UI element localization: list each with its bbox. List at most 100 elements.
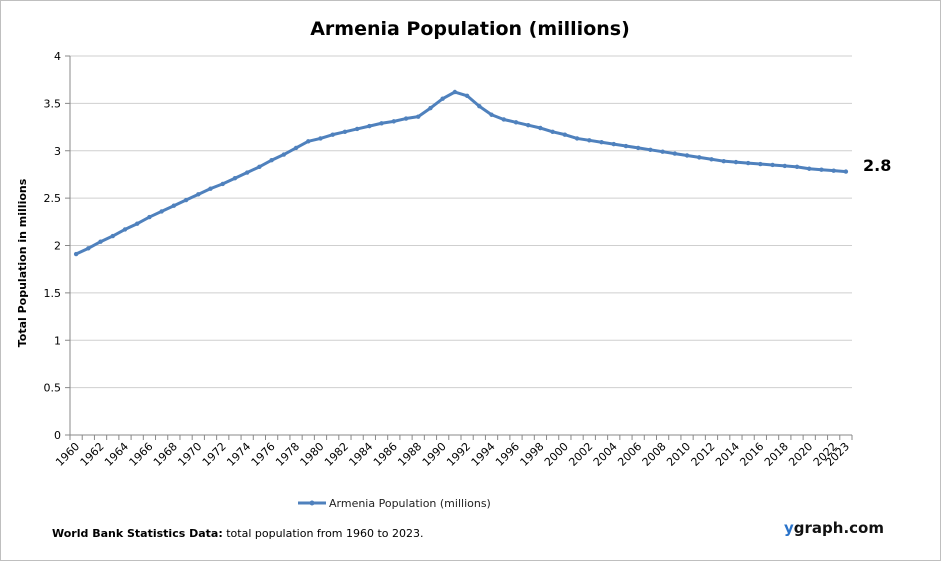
y-tick-label: 1 (54, 334, 61, 347)
data-point (428, 105, 433, 111)
data-point (684, 153, 690, 158)
x-tick-label: 2008 (640, 440, 669, 469)
x-tick-label: 1980 (298, 440, 327, 469)
data-point (831, 168, 836, 173)
x-tick-label: 1988 (395, 440, 424, 469)
y-tick-label: 0.5 (44, 382, 62, 395)
x-tick-label: 1962 (78, 440, 107, 469)
x-tick-label: 1994 (469, 440, 498, 469)
data-point (403, 116, 409, 121)
data-point (758, 161, 763, 167)
x-tick-label: 1996 (493, 440, 522, 469)
data-point (538, 125, 543, 131)
x-tick-label: 1998 (518, 440, 547, 469)
data-point (782, 163, 787, 169)
data-point (391, 119, 396, 124)
data-point (208, 186, 213, 191)
data-point (183, 197, 189, 203)
x-tick-label: 2000 (542, 440, 571, 469)
source-note-bold: World Bank Statistics Data: (52, 527, 223, 540)
data-point (244, 170, 250, 175)
data-point (73, 251, 79, 257)
data-point (477, 104, 482, 109)
data-point (770, 162, 775, 168)
legend: Armenia Population (millions) (298, 497, 491, 510)
data-point (110, 233, 115, 239)
x-tick-label: 2016 (737, 440, 766, 469)
gridlines (70, 55, 852, 389)
data-point (807, 166, 812, 171)
y-tick-label: 2.5 (44, 192, 62, 205)
x-tick-label: 1976 (249, 440, 278, 469)
data-point (489, 112, 494, 117)
x-tick-label: 1970 (175, 440, 204, 469)
data-point (342, 129, 348, 134)
x-tick-label: 1960 (53, 440, 82, 469)
brand-logo-rest: graph.com (793, 519, 884, 537)
data-point (843, 169, 849, 174)
chart-title: Armenia Population (millions) (310, 18, 630, 40)
data-point (306, 139, 311, 144)
data-point (672, 151, 678, 156)
data-point (135, 221, 140, 226)
brand-logo[interactable]: ygraph.com (784, 519, 884, 537)
data-point (440, 96, 445, 101)
data-point (819, 167, 824, 172)
data-point (599, 140, 604, 145)
x-tick-label: 1982 (322, 440, 351, 469)
data-point (635, 145, 641, 151)
last-value-label: 2.8 (863, 156, 891, 175)
y-tick-labels: 0 0.5 1 1.5 2 2.5 3 3.5 4 (44, 50, 70, 442)
legend-label: Armenia Population (millions) (329, 497, 491, 510)
x-tick-label: 2004 (591, 440, 620, 469)
data-point (147, 214, 152, 220)
data-point (660, 149, 665, 154)
data-point (159, 209, 164, 214)
x-tick-label: 2018 (762, 440, 791, 469)
data-point (709, 157, 714, 162)
data-point (196, 192, 201, 197)
data-point (86, 246, 91, 251)
data-point (513, 120, 519, 125)
data-point (733, 159, 739, 165)
x-tick-label: 1964 (102, 440, 131, 469)
y-tick-label: 4 (54, 50, 61, 63)
data-point (232, 176, 238, 181)
x-tick-labels: 1960196219641966196819701972197419761978… (53, 435, 853, 469)
data-point (587, 138, 592, 143)
data-point (794, 164, 800, 170)
data-point (574, 136, 580, 141)
data-point (464, 93, 470, 98)
data-point (367, 123, 372, 129)
y-tick-label: 0 (54, 429, 61, 442)
x-tick-label: 1992 (444, 440, 473, 469)
source-note-text: total population from 1960 to 2023. (222, 527, 424, 540)
x-tick-label: 2020 (786, 440, 815, 469)
data-point (550, 129, 555, 134)
data-point (220, 181, 225, 187)
x-tick-label: 1966 (127, 440, 156, 469)
x-tick-label: 2010 (664, 440, 693, 469)
brand-logo-y: y (784, 519, 794, 537)
y-tick-label: 3 (54, 145, 61, 158)
x-tick-label: 1978 (273, 440, 302, 469)
y-axis-title: Total Population in millions (16, 178, 29, 347)
data-point (452, 89, 458, 95)
data-point (501, 117, 506, 122)
data-point (281, 152, 287, 157)
data-point (257, 164, 262, 170)
x-tick-label: 1990 (420, 440, 449, 469)
x-tick-label: 2002 (566, 440, 595, 469)
series-line (75, 90, 847, 256)
x-tick-label: 1972 (200, 440, 229, 469)
x-tick-label: 2014 (713, 440, 742, 469)
data-point (269, 158, 274, 163)
data-point (318, 136, 323, 141)
data-point (330, 132, 335, 137)
x-tick-label: 1986 (371, 440, 400, 469)
data-point (745, 160, 751, 166)
data-point (721, 158, 726, 164)
series-armenia-population (73, 89, 849, 257)
